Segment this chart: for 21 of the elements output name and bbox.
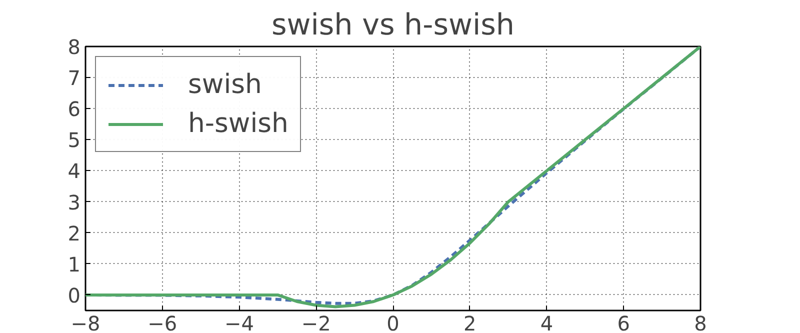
y-tick-label: 4 — [68, 159, 81, 184]
x-tick-label: −2 — [301, 312, 331, 333]
y-tick-label: 7 — [68, 66, 81, 90]
legend-label: swish — [188, 69, 262, 100]
x-tick-label: −6 — [148, 312, 178, 333]
y-tick-label: 8 — [68, 35, 81, 59]
y-tick-label: 2 — [68, 221, 81, 246]
y-tick-label: 0 — [68, 283, 81, 308]
legend-label: h-swish — [188, 108, 288, 139]
x-tick-label: 2 — [464, 312, 476, 333]
x-tick-label: 8 — [694, 312, 707, 333]
y-tick-label: 5 — [68, 128, 81, 152]
x-tick-label: 0 — [386, 312, 400, 333]
x-tick-label: 4 — [540, 312, 554, 333]
x-tick-label: 6 — [617, 312, 630, 333]
y-tick-label: 1 — [68, 252, 81, 276]
x-tick-label: −8 — [70, 312, 100, 333]
y-tick-label: 6 — [68, 97, 81, 122]
x-tick-label: −4 — [224, 312, 254, 333]
y-tick-label: 3 — [68, 190, 81, 214]
chart-title: swish vs h-swish — [271, 8, 515, 42]
